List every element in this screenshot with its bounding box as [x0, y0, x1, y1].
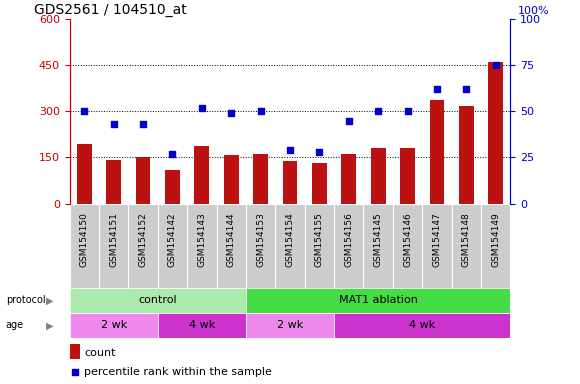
Text: percentile rank within the sample: percentile rank within the sample: [84, 367, 272, 377]
Bar: [400, 147, 415, 204]
Bar: [422, 204, 452, 288]
Bar: [334, 204, 364, 288]
Bar: [452, 204, 481, 288]
Bar: [246, 204, 276, 288]
Bar: [70, 313, 158, 338]
Bar: [282, 161, 298, 204]
Bar: [187, 204, 216, 288]
Bar: [246, 313, 334, 338]
Point: [462, 86, 471, 92]
Bar: [224, 155, 238, 204]
Bar: [342, 154, 356, 204]
Text: GSM154147: GSM154147: [433, 212, 441, 267]
Bar: [70, 288, 246, 313]
Text: ▶: ▶: [46, 295, 53, 306]
Point: [79, 108, 89, 114]
Text: 4 wk: 4 wk: [188, 320, 215, 331]
Bar: [430, 100, 444, 204]
Text: protocol: protocol: [6, 295, 45, 306]
Bar: [77, 144, 92, 204]
Bar: [136, 157, 150, 204]
Bar: [194, 146, 209, 204]
Text: GSM154146: GSM154146: [403, 212, 412, 267]
Point: [374, 108, 383, 114]
Text: GSM154153: GSM154153: [256, 212, 265, 267]
Bar: [459, 106, 474, 204]
Bar: [253, 154, 268, 204]
Text: 4 wk: 4 wk: [409, 320, 436, 331]
Bar: [70, 204, 99, 288]
Text: control: control: [139, 295, 177, 306]
Text: GSM154155: GSM154155: [315, 212, 324, 267]
Point: [403, 108, 412, 114]
Text: 2 wk: 2 wk: [100, 320, 127, 331]
Bar: [246, 288, 510, 313]
Bar: [312, 163, 327, 204]
Text: GSM154143: GSM154143: [197, 212, 206, 267]
Text: 100%: 100%: [517, 7, 549, 17]
Text: GSM154150: GSM154150: [80, 212, 89, 267]
Text: count: count: [84, 348, 115, 358]
Text: ▶: ▶: [46, 320, 53, 331]
Text: MAT1 ablation: MAT1 ablation: [339, 295, 418, 306]
Text: GSM154144: GSM154144: [227, 212, 235, 266]
Point: [491, 62, 501, 68]
Bar: [393, 204, 422, 288]
Bar: [128, 204, 158, 288]
Bar: [364, 204, 393, 288]
Bar: [488, 62, 503, 204]
Point: [139, 121, 148, 127]
Point: [168, 151, 177, 157]
Bar: [304, 204, 334, 288]
Point: [197, 104, 206, 111]
Text: age: age: [6, 320, 24, 331]
Text: GSM154156: GSM154156: [345, 212, 353, 267]
Bar: [70, 344, 80, 359]
Text: GSM154142: GSM154142: [168, 212, 177, 266]
Text: 2 wk: 2 wk: [277, 320, 303, 331]
Bar: [216, 204, 246, 288]
Bar: [99, 204, 128, 288]
Text: GDS2561 / 104510_at: GDS2561 / 104510_at: [34, 3, 187, 17]
Point: [285, 147, 295, 153]
Bar: [481, 204, 510, 288]
Text: GSM154152: GSM154152: [139, 212, 147, 267]
Point: [109, 121, 118, 127]
Bar: [158, 313, 246, 338]
Point: [432, 86, 441, 92]
Text: GSM154148: GSM154148: [462, 212, 471, 267]
Text: GSM154149: GSM154149: [491, 212, 500, 267]
Bar: [334, 313, 510, 338]
Bar: [276, 204, 304, 288]
Point: [344, 118, 353, 124]
Bar: [106, 160, 121, 204]
Text: GSM154145: GSM154145: [374, 212, 383, 267]
Point: [256, 108, 265, 114]
Bar: [158, 204, 187, 288]
Point: [315, 149, 324, 155]
Text: GSM154151: GSM154151: [109, 212, 118, 267]
Bar: [371, 147, 386, 204]
Bar: [165, 170, 180, 204]
Text: GSM154154: GSM154154: [285, 212, 295, 267]
Point: [227, 110, 236, 116]
